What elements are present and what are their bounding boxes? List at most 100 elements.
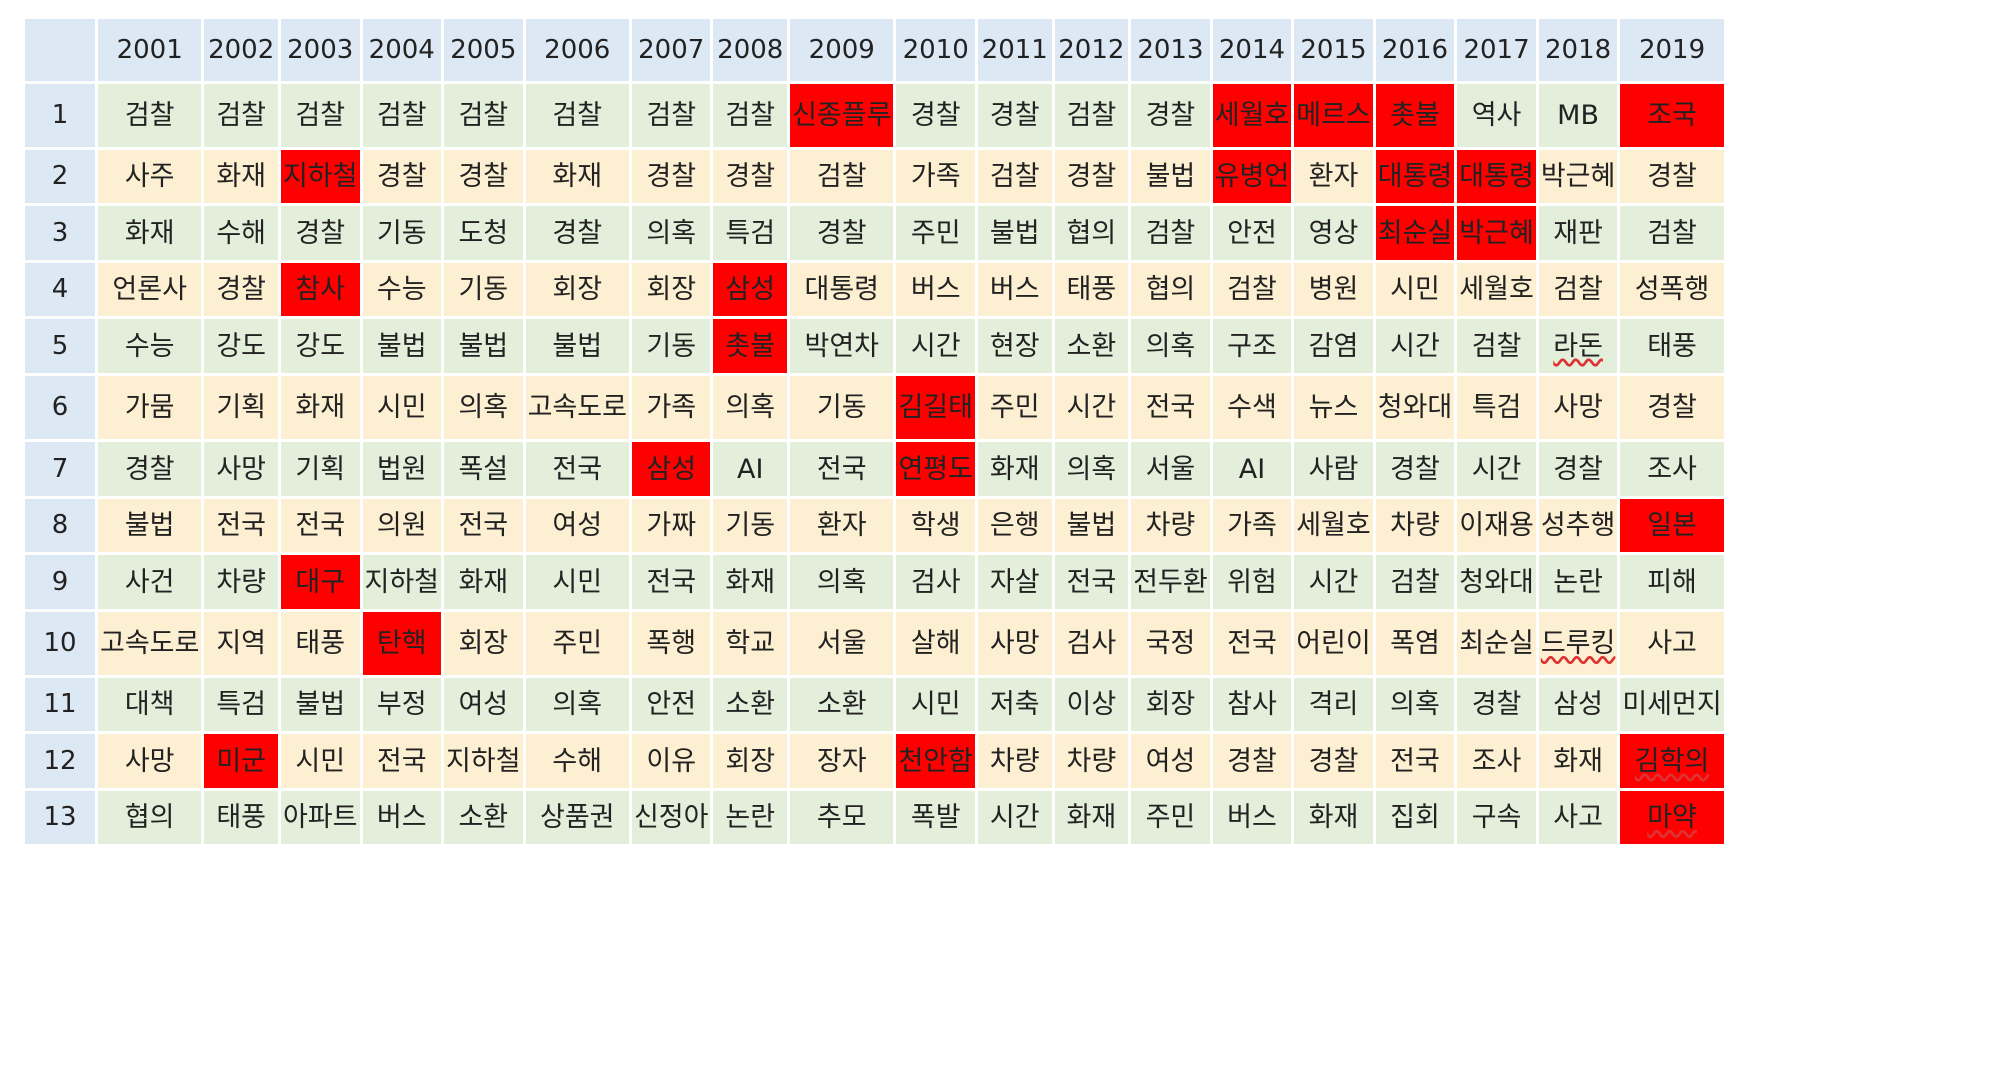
keyword-text: 검찰: [458, 100, 509, 131]
keyword-cell: 기획: [201, 373, 281, 442]
keyword-cell-highlighted: 마약: [1617, 788, 1727, 847]
keyword-cell: 현장: [974, 316, 1055, 376]
keyword-text: 환자: [1308, 161, 1359, 192]
keyword-cell: 경찰: [359, 147, 445, 206]
keyword-cell-highlighted: 대통령: [1372, 147, 1458, 206]
keyword-text: 검찰: [552, 100, 603, 131]
keyword-text: 대통령: [1377, 161, 1453, 192]
keyword-text: 대구: [295, 566, 346, 598]
keyword-text: 회장: [552, 274, 603, 305]
keyword-cell: 최순실: [1454, 609, 1539, 678]
year-header-2001: 2001: [94, 16, 205, 84]
table-row: 10 고속도로 지역 태풍 탄핵 회장 주민 폭행 학교 서울 살해 사망 검사 국정 전국 어린이 폭염 최순실…: [22, 609, 1727, 678]
keyword-cell: 경찰: [974, 81, 1055, 150]
keyword-cell: 지하철: [441, 731, 526, 791]
keyword-cell-highlighted: 대통령: [1454, 147, 1539, 206]
keyword-text: 사망: [989, 628, 1040, 659]
keyword-cell: 의원: [359, 496, 445, 555]
keyword-cell: 가족: [628, 373, 714, 442]
keyword-text: 소환: [816, 689, 867, 720]
rank-cell: 12: [22, 731, 98, 791]
keyword-cell: 경찰: [628, 147, 714, 206]
rank-cell: 9: [22, 552, 98, 612]
keyword-cell: 아파트: [277, 788, 363, 847]
keyword-cell: 경찰: [1617, 373, 1727, 442]
keyword-cell-highlighted: 삼성: [628, 439, 714, 499]
keyword-cell: 지역: [201, 609, 281, 678]
keyword-cell: 추모: [787, 788, 897, 847]
keyword-cell: 박연차: [787, 316, 897, 376]
keyword-text: 경찰: [725, 161, 776, 192]
keyword-text: 유병언: [1214, 161, 1290, 192]
keyword-text: 학교: [725, 628, 776, 659]
keyword-text: 의혹: [725, 392, 776, 423]
keyword-cell: 청와대: [1372, 373, 1458, 442]
keyword-cell: 태풍: [1051, 260, 1132, 319]
keyword-text: 대책: [124, 689, 175, 720]
keyword-cell: 고속도로: [522, 373, 632, 442]
year-header-2013: 2013: [1128, 16, 1213, 84]
keyword-cell: 사망: [94, 731, 205, 791]
keyword-cell: 검찰: [441, 81, 526, 150]
keyword-text: 주민: [989, 392, 1040, 423]
keyword-cell-highlighted: 유병언: [1209, 147, 1295, 206]
keyword-text: 화재: [989, 453, 1040, 485]
keyword-text: 버스: [1227, 802, 1277, 833]
keyword-text: 경찰: [376, 161, 427, 192]
keyword-text: 회장: [646, 274, 697, 305]
keyword-text: 조사: [1471, 745, 1522, 777]
keyword-cell-highlighted: 연평도: [893, 439, 978, 499]
keyword-text: 이유: [646, 745, 697, 777]
keyword-text: 경찰: [124, 453, 175, 485]
keyword-cell: 검찰: [974, 147, 1055, 206]
keyword-cell: 검찰: [710, 81, 791, 150]
keyword-cell: 경찰: [522, 203, 632, 263]
keyword-cell: 안전: [628, 675, 714, 734]
keyword-text: 소환: [1066, 330, 1117, 362]
keyword-text: 의혹: [1066, 453, 1117, 485]
keyword-cell: 검찰: [359, 81, 445, 150]
keyword-text: 검찰: [376, 100, 427, 131]
keyword-cell: 검찰: [1051, 81, 1132, 150]
rank-cell: 10: [22, 609, 98, 678]
keyword-cell: 차량: [201, 552, 281, 612]
keyword-cell: 여성: [1128, 731, 1213, 791]
keyword-text: 경찰: [816, 217, 867, 249]
keyword-text: 의혹: [1390, 689, 1440, 720]
keyword-text: 회장: [458, 628, 509, 659]
keyword-cell: 사건: [94, 552, 205, 612]
keyword-ranking-table: 2001 2002 2003 2004 2005 2006 2007 2008 2009 2010…: [22, 16, 1727, 847]
keyword-text: 화재: [458, 566, 509, 598]
keyword-cell: 불법: [277, 675, 363, 734]
keyword-cell: 감염: [1291, 316, 1376, 376]
keyword-cell: 태풍: [277, 609, 363, 678]
keyword-cell: 의혹: [710, 373, 791, 442]
keyword-cell: 화재: [277, 373, 363, 442]
keyword-text: 고속도로: [527, 392, 627, 423]
keyword-text: 저축: [989, 689, 1040, 720]
keyword-cell: 검찰: [1617, 203, 1727, 263]
keyword-cell: 전국: [1128, 373, 1213, 442]
keyword-text: 소환: [458, 802, 509, 833]
keyword-cell: 언론사: [94, 260, 205, 319]
keyword-cell: 어린이: [1291, 609, 1376, 678]
keyword-text: 기획: [295, 453, 346, 485]
year-header-2004: 2004: [359, 16, 445, 84]
year-header-2014: 2014: [1209, 16, 1295, 84]
keyword-text: 시간: [989, 802, 1040, 833]
keyword-text: 이상: [1066, 689, 1117, 720]
keyword-cell: 검찰: [1128, 203, 1213, 263]
keyword-cell: 경찰: [710, 147, 791, 206]
keyword-cell-highlighted: 참사: [277, 260, 363, 319]
keyword-text: 감염: [1308, 330, 1359, 362]
keyword-cell-highlighted: 메르스: [1291, 81, 1376, 150]
keyword-cell: 가짜: [628, 496, 714, 555]
keyword-text: 버스: [910, 274, 961, 305]
keyword-text: 경찰: [1647, 392, 1697, 423]
keyword-cell: 불법: [359, 316, 445, 376]
table-row: 9 사건 차량 대구 지하철 화재 시민 전국 화재 의혹 검사 자살 전국 전두환 위험 시간 검찰 청와대 논란…: [22, 552, 1727, 612]
keyword-cell: 주민: [1128, 788, 1213, 847]
keyword-text: 수능: [124, 330, 175, 362]
keyword-cell: 전국: [1372, 731, 1458, 791]
keyword-text: 의혹: [646, 217, 697, 249]
